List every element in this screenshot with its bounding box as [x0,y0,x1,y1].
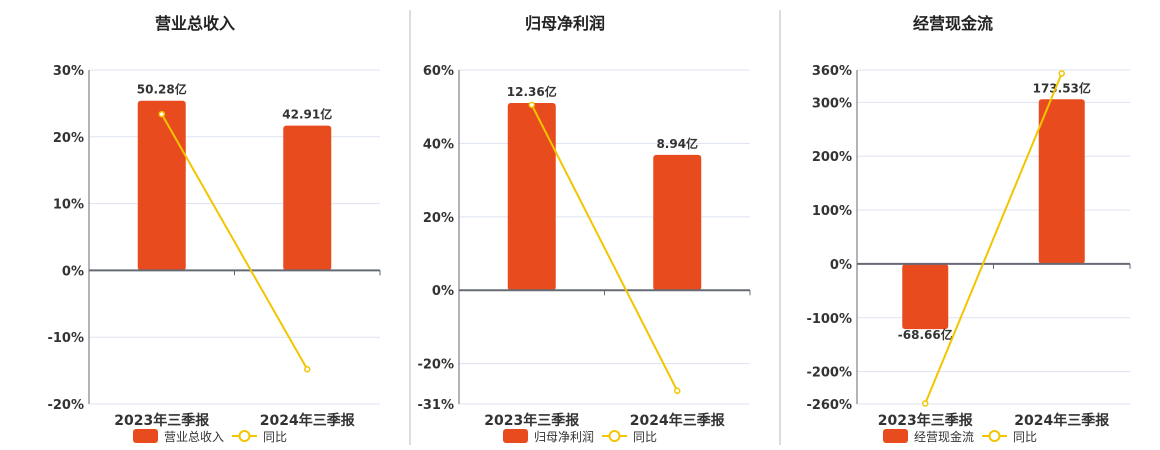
bar-data-label: 50.28亿 [137,82,187,97]
y-tick-label: 0% [830,258,852,273]
y-tick-label: -100% [806,312,852,327]
chart-title: 经营现金流 [913,14,993,33]
chart-title: 营业总收入 [155,14,235,33]
bar [902,263,949,330]
line-series-yoy [530,104,679,392]
line-point [1058,70,1065,77]
chart-3: 经营现金流 360% 300% 200% 100% 0% -100% -200% -260% -6… [806,14,1131,444]
legend-line-marker [608,430,621,442]
x-tick-label: 2024年三季报 [630,412,725,429]
y-tick-label: 30% [53,64,84,79]
y-tick-label: -20% [47,398,84,413]
y-tick-label: 300% [812,96,852,111]
bar-data-label: -68.66亿 [898,327,953,342]
bar [1038,99,1085,264]
legend-bar-swatch [133,429,158,443]
bar-data-label: 173.53亿 [1033,80,1091,95]
line-point [674,387,681,395]
legend-line-marker [988,430,1001,442]
y-tick-label: -200% [806,366,852,381]
legend: 归母净利润 同比 [503,429,657,444]
y-tick-label: -10% [47,331,84,346]
x-tick-label: 2024年三季报 [260,412,355,429]
line-point [528,101,535,109]
bar [507,103,556,291]
y-tick-label: 200% [812,150,852,165]
bar [653,154,702,291]
chart-2: 归母净利润 60% 40% 20% 0% -20% -31% 12.36亿 8.94亿 2023年… [417,14,751,444]
bar-data-label: 42.91亿 [282,107,332,122]
line-point [922,400,929,407]
bar-data-label: 12.36亿 [507,84,557,99]
legend-bar-swatch [883,429,908,443]
legend-bar-label: 归母净利润 [534,430,594,444]
line-point [158,110,165,118]
line-series-yoy [160,113,309,370]
y-tick-label: 40% [423,137,454,152]
legend-line-label: 同比 [633,430,657,444]
x-tick-label: 2023年三季报 [484,412,579,429]
y-tick-label: 360% [812,64,852,79]
bar [283,125,332,271]
x-tick-label: 2024年三季报 [1014,412,1109,429]
legend-line-label: 同比 [1013,430,1037,444]
legend-line-marker [238,430,251,442]
y-tick-label: -31% [417,398,454,413]
y-tick-label: 10% [53,198,84,213]
y-tick-label: 60% [423,64,454,79]
legend-line-label: 同比 [263,430,287,444]
y-tick-label: 0% [432,284,454,299]
y-tick-label: -20% [417,358,454,373]
legend-bar-swatch [503,429,528,443]
chart-1: 营业总收入 30% 20% 10% 0% -10% -20% 50.28亿 42.91亿 2023… [47,14,381,444]
chart-title: 归母净利润 [525,14,605,33]
legend: 经营现金流 同比 [883,429,1037,444]
x-tick-label: 2023年三季报 [878,412,973,429]
y-tick-label: 20% [423,211,454,226]
line-point [304,366,311,373]
legend-bar-label: 经营现金流 [914,429,974,444]
bar-data-label: 8.94亿 [656,136,698,151]
y-tick-label: 20% [53,131,84,146]
y-tick-label: 0% [62,264,84,279]
legend-bar-label: 营业总收入 [164,430,224,444]
x-tick-label: 2023年三季报 [114,412,209,429]
bar [137,100,186,271]
line-series-yoy [924,73,1063,404]
legend: 营业总收入 同比 [133,429,287,444]
y-tick-label: 100% [812,204,852,219]
y-tick-label: -260% [806,398,852,413]
